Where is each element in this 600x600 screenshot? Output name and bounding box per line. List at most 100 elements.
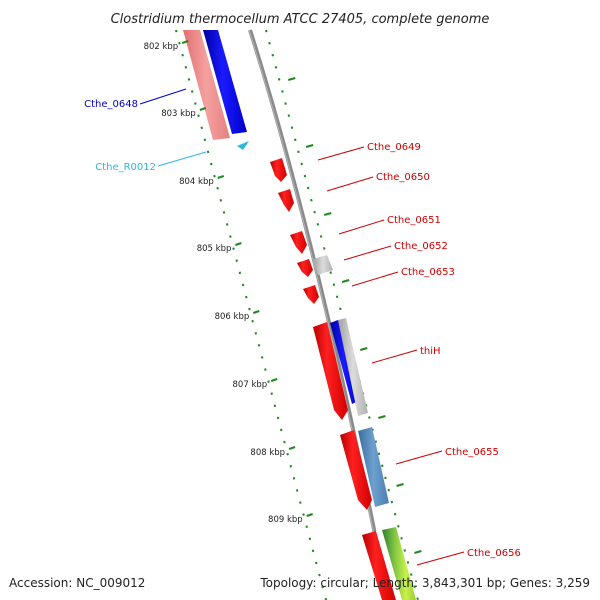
gc-dot (267, 380, 270, 383)
kbp-label: 803 kbp (161, 109, 196, 119)
gc-dot (200, 126, 203, 130)
gene-label-cthe-0652[interactable]: Cthe_0652 (394, 241, 448, 252)
gc-dot (284, 102, 287, 105)
kbp-scale: 802 kbp 803 kbp 804 kbp 805 kbp 806 kbp 807 k… (144, 39, 314, 525)
gc-dot (335, 295, 339, 299)
cds-cthe-0652-red[interactable] (297, 259, 313, 277)
kbp-label: 806 kbp (215, 312, 250, 322)
cds-thih-red[interactable] (313, 322, 348, 420)
gene-label-cthe-0650[interactable]: Cthe_0650 (376, 172, 430, 183)
gc-dot (273, 404, 277, 408)
kbp-label: 802 kbp (144, 42, 179, 52)
gc-dot (216, 186, 219, 190)
cds-pink-feature[interactable] (183, 30, 230, 140)
gc-dot (315, 561, 318, 565)
kbp-label: 807 kbp (233, 380, 268, 390)
gc-dot (254, 331, 258, 335)
gc-dot (190, 90, 194, 93)
gc-major-tick (359, 346, 368, 352)
gc-dot (219, 198, 223, 202)
gene-label-cthe-0656[interactable]: Cthe_0656 (467, 548, 521, 559)
gc-dot (264, 368, 267, 371)
gc-dot (248, 307, 251, 311)
kbp-tick (235, 241, 242, 247)
gc-dot (235, 259, 238, 263)
gc-dot (313, 210, 316, 214)
gene-label-thih[interactable]: thiH (420, 346, 441, 357)
kbp-tick (217, 174, 225, 180)
cds-cthe-0656-green[interactable] (382, 527, 416, 600)
gc-dot (292, 477, 296, 480)
gc-dot (300, 162, 303, 166)
kbp-label: 804 kbp (179, 177, 214, 187)
gc-major-tick (341, 278, 350, 284)
gc-dot (287, 114, 291, 117)
map-title: Clostridium thermocellum ATCC 27405, com… (111, 12, 490, 27)
gc-dot (308, 537, 312, 541)
gene-label-cthe-r0012[interactable]: Cthe_R0012 (95, 162, 156, 173)
cds-cthe-0655-red[interactable] (340, 430, 372, 510)
leader-line-cthe-0653 (351, 271, 399, 287)
gc-dot (210, 162, 213, 166)
rna-feature-cthe-r0012[interactable] (237, 141, 249, 150)
gc-dot (184, 66, 188, 69)
gene-label-cthe-0653[interactable]: Cthe_0653 (401, 267, 455, 278)
gene-label-cthe-0651[interactable]: Cthe_0651 (387, 215, 441, 226)
cds-cthe-0655-steel[interactable] (358, 427, 389, 507)
gc-dot (305, 525, 308, 529)
gc-dot (175, 29, 178, 33)
leader-line-cthe-0649 (317, 146, 365, 161)
gc-major-tick (396, 482, 404, 488)
gc-dot (181, 53, 184, 57)
kbp-tick (306, 512, 314, 518)
cds-thih-gray[interactable] (338, 318, 368, 416)
gc-dot (295, 489, 299, 492)
gc-dot (194, 102, 197, 105)
gc-dot (268, 41, 271, 45)
kbp-tick (288, 445, 296, 451)
gc-dot (197, 114, 200, 118)
gc-dot (274, 65, 278, 69)
gene-label-cthe-0655[interactable]: Cthe_0655 (445, 447, 499, 458)
gc-major-tick (378, 414, 386, 420)
accession-text: Accession: NC_009012 (9, 576, 145, 590)
gc-content-track-inner (175, 29, 328, 600)
leader-line-cthe-r0012 (157, 151, 207, 167)
cds-cthe-0652-gray[interactable] (313, 255, 333, 275)
gc-major-tick (323, 211, 332, 217)
gc-dot (368, 416, 371, 419)
gene-label-cthe-0649[interactable]: Cthe_0649 (367, 142, 421, 153)
leader-line-thih (371, 349, 418, 364)
gc-dot (280, 428, 283, 432)
gc-dot (245, 295, 248, 299)
gc-major-tick (414, 549, 422, 555)
gc-dot (377, 452, 381, 456)
gc-dot (276, 416, 280, 420)
gc-dot (241, 283, 245, 287)
gc-dot (238, 271, 242, 275)
gene-label-cthe-0648[interactable]: Cthe_0648 (84, 99, 138, 110)
gc-dot (232, 247, 235, 250)
gc-major-tick (305, 143, 314, 149)
gc-dot (306, 186, 310, 190)
cds-cthe-0651[interactable] (290, 231, 307, 254)
cds-cthe-0653[interactable] (303, 285, 319, 304)
gc-dot (270, 392, 273, 396)
gc-dot (384, 476, 387, 480)
gc-major-tick (287, 76, 296, 82)
cds-blue-feature-cthe-0648[interactable] (203, 30, 247, 134)
cds-cthe-0656-red[interactable] (362, 531, 396, 600)
gc-dot (390, 500, 394, 504)
leader-line-cthe-0655 (395, 450, 443, 465)
leader-line-cthe-0656 (416, 551, 465, 566)
gc-dot (374, 440, 378, 444)
cds-cthe-0649[interactable] (270, 158, 287, 182)
leader-line-cthe-0650 (326, 176, 374, 192)
kbp-label: 809 kbp (268, 515, 303, 525)
cds-cthe-0650[interactable] (278, 189, 294, 212)
gc-dot (286, 452, 289, 456)
gc-dot (319, 235, 323, 238)
gc-dot (406, 561, 410, 564)
